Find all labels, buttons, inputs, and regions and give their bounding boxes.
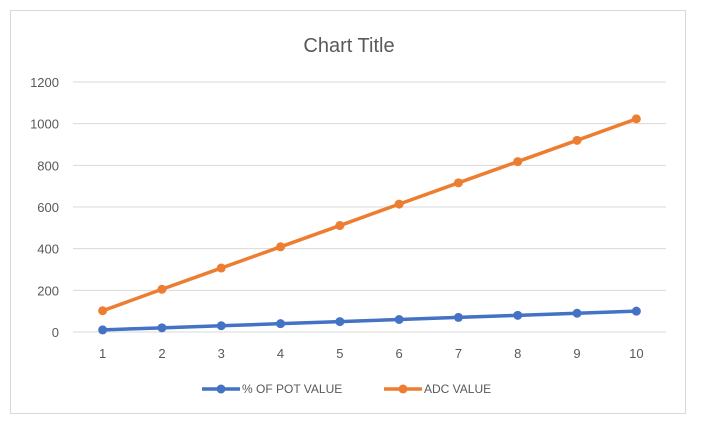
data-point <box>453 178 463 188</box>
legend: % OF POT VALUE ADC VALUE <box>202 382 491 396</box>
data-point <box>216 321 226 331</box>
x-tick-label: 7 <box>455 346 462 361</box>
legend-marker <box>216 384 226 394</box>
series-of-pot-value <box>98 306 641 335</box>
data-point <box>216 263 226 273</box>
data-point <box>513 310 523 320</box>
y-tick-label: 800 <box>37 158 59 173</box>
x-tick-label: 3 <box>218 346 225 361</box>
gridlines <box>73 81 666 333</box>
legend-item: ADC VALUE <box>384 382 491 396</box>
y-axis-ticks: 0 200 400 600 800 1000 1200 <box>30 75 59 340</box>
data-point <box>276 319 286 329</box>
x-tick-label: 2 <box>158 346 165 361</box>
y-tick-label: 600 <box>37 200 59 215</box>
legend-item: % OF POT VALUE <box>202 382 342 396</box>
data-point <box>513 157 523 167</box>
y-tick-label: 0 <box>52 325 59 340</box>
data-point <box>157 323 167 333</box>
data-point <box>98 306 108 316</box>
legend-marker <box>398 384 408 394</box>
data-point <box>631 114 641 124</box>
data-point <box>394 199 404 209</box>
data-point <box>572 135 582 145</box>
x-tick-label: 5 <box>336 346 343 361</box>
x-tick-label: 6 <box>396 346 403 361</box>
data-point <box>98 325 108 335</box>
x-tick-label: 4 <box>277 346 284 361</box>
x-tick-label: 8 <box>514 346 521 361</box>
data-point <box>276 242 286 252</box>
series-line <box>100 117 639 313</box>
data-point <box>394 315 404 324</box>
legend-label: % OF POT VALUE <box>242 382 342 396</box>
series-line <box>100 309 639 332</box>
y-tick-label: 400 <box>37 242 59 257</box>
data-point <box>157 284 167 294</box>
x-tick-label: 10 <box>629 346 643 361</box>
legend-label: ADC VALUE <box>424 382 491 396</box>
data-point <box>335 317 345 327</box>
data-point <box>572 308 582 318</box>
y-tick-label: 1200 <box>30 75 59 90</box>
x-tick-label: 1 <box>99 346 106 361</box>
y-tick-label: 200 <box>37 283 59 298</box>
data-point <box>631 306 641 316</box>
series-adc-value <box>98 114 641 316</box>
x-axis-ticks: 1 2 3 4 5 6 7 8 9 10 <box>99 346 644 361</box>
series-lines <box>98 114 641 335</box>
x-tick-label: 9 <box>573 346 580 361</box>
chart-area <box>10 10 686 414</box>
data-point <box>453 312 463 322</box>
y-tick-label: 1000 <box>30 117 59 132</box>
data-point <box>335 221 345 231</box>
chart-title: Chart Title <box>303 35 394 57</box>
